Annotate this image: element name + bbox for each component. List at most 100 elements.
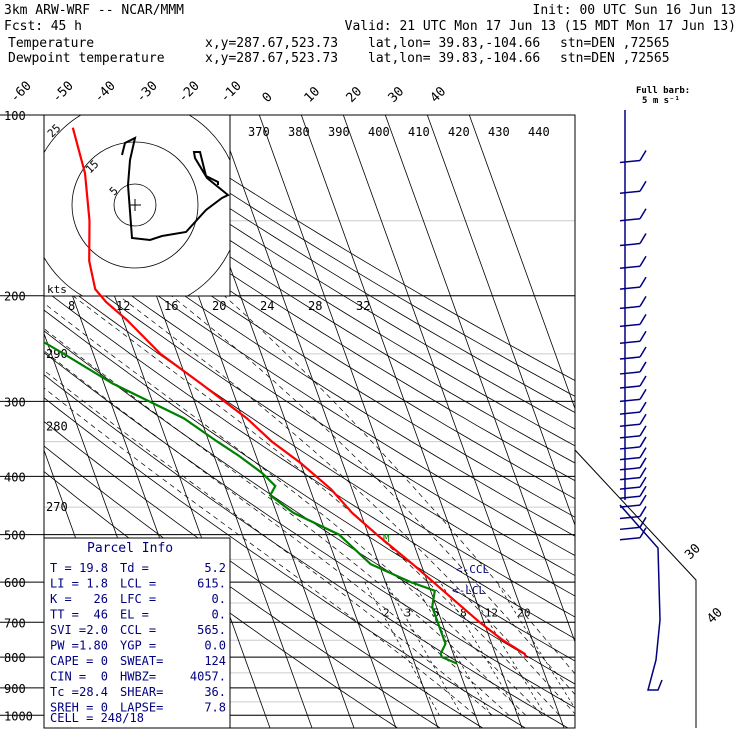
pressure-label: 900: [4, 682, 26, 696]
isotherm-label: 20: [344, 84, 366, 106]
theta-label: 410: [408, 125, 430, 139]
dry-adiabat: [44, 128, 575, 464]
wind-barb: [639, 233, 647, 244]
wind-barb: [639, 447, 647, 458]
parcel-info-box: [43, 537, 231, 729]
wind-barb: [619, 486, 641, 490]
wind-barb: [639, 314, 647, 325]
wind-barb: [619, 385, 641, 389]
parcel-key: CCL =: [120, 623, 156, 637]
isotherm-line: [426, 115, 575, 527]
parcel-value: 19.8: [79, 561, 108, 575]
mixing-ratio-label: 5: [433, 606, 440, 619]
wind-barb: [619, 159, 641, 164]
wind-barb: [619, 526, 641, 531]
lcl-annotation: <-LCL: [452, 584, 485, 597]
pressure-label: 800: [4, 651, 26, 665]
dry-adiabat: [44, 231, 575, 577]
isotherm-line: [258, 115, 481, 728]
parcel-value: 0.: [212, 608, 226, 622]
wind-barb: [639, 457, 647, 469]
theta-label: 370: [248, 125, 270, 139]
wind-barb: [619, 411, 641, 415]
isotherm-line: [342, 115, 565, 728]
isotherm-label: 10: [302, 84, 324, 106]
isotherm-label: -60: [8, 79, 35, 106]
dry-adiabat: [44, 195, 575, 537]
parcel-key: T =: [50, 561, 72, 575]
wind-barb: [639, 506, 647, 517]
parcel-key: PW =: [50, 639, 79, 653]
temperature-station: stn=DEN ,72565: [560, 36, 670, 51]
moist-adiabat: [72, 295, 560, 716]
parcel-key: SVI =: [50, 623, 86, 637]
barb-panel-border: [574, 449, 697, 728]
wind-barb: [619, 190, 641, 194]
wind-barb: [639, 516, 647, 528]
mixing-ratio-label: 3: [404, 606, 411, 619]
temperature-xy: x,y=287.67,523.73: [205, 36, 338, 51]
isotherm-label: 0: [260, 90, 276, 106]
parcel-value: 4057.: [190, 670, 226, 684]
parcel-value: 28.4: [79, 685, 108, 699]
pressure-label: 400: [4, 470, 26, 484]
wind-barb: [619, 467, 641, 471]
mixing-ratio-label: 8: [460, 606, 467, 619]
parcel-key: CAPE =: [50, 654, 93, 668]
temperature-latlon: lat,lon= 39.83,-104.66: [368, 36, 540, 51]
low-level-wind-trace: [619, 504, 663, 691]
parcel-cell: CELL = 248/18: [50, 711, 144, 725]
speed-tick-label: 28: [308, 299, 322, 313]
theta-label: 430: [488, 125, 510, 139]
isotherm-label: -10: [218, 79, 245, 106]
moist-adiabat: [171, 295, 575, 696]
parcel-key: LCL =: [120, 577, 156, 591]
wind-barb: [639, 361, 647, 373]
wind-barb: [639, 330, 647, 342]
isotherm-line: [216, 115, 439, 728]
parcel-value: 0.: [212, 592, 226, 606]
speed-tick-label: 16: [164, 299, 178, 313]
parcel-value: 0.0: [204, 639, 226, 653]
parcel-value: 565.: [197, 623, 226, 637]
theta-label: 290: [46, 347, 68, 361]
pressure-label: 700: [4, 616, 26, 630]
parcel-value: 0: [101, 701, 108, 715]
full-barb-units: 5 m s⁻¹: [642, 96, 680, 106]
dry-adiabat: [44, 397, 526, 728]
isotherm-label: 40: [428, 84, 450, 106]
parcel-key: TT =: [50, 608, 79, 622]
parcel-key: SREH =: [50, 701, 93, 715]
parcel-value: 7.8: [204, 701, 226, 715]
wind-barb: [639, 425, 647, 437]
dry-adiabat: [44, 144, 575, 482]
parcel-value: 26: [94, 592, 108, 606]
theta-label: 440: [528, 125, 550, 139]
fcst-value: 45 h: [51, 19, 82, 34]
full-barb-label: Full barb:: [636, 86, 690, 96]
dry-adiabat: [44, 178, 575, 518]
dry-adiabat: [111, 115, 575, 397]
dry-adiabat: [44, 352, 575, 709]
temperature-legend: Temperature: [8, 36, 94, 51]
wind-barb: [619, 446, 641, 450]
dry-adiabat: [44, 250, 575, 597]
dry-adiabat: [44, 420, 483, 728]
dry-adiabat: [133, 115, 575, 381]
moist-adiabat: [44, 370, 493, 716]
wind-barb: [619, 435, 641, 439]
pressure-label: 200: [4, 290, 26, 304]
wind-barb: [639, 485, 647, 497]
parcel-key: YGP =: [120, 639, 156, 653]
temperature-profile: [71, 127, 527, 658]
parcel-value: 36.: [204, 685, 226, 699]
parcel-key: LI =: [50, 577, 79, 591]
wind-barb: [639, 255, 647, 267]
wind-barb: [639, 208, 647, 220]
wind-barb: [639, 296, 647, 307]
dewpoint-xy: x,y=287.67,523.73: [205, 51, 338, 66]
isotherm-label: 30: [386, 84, 408, 106]
wind-barb: [619, 423, 641, 428]
theta-label: 420: [448, 125, 470, 139]
